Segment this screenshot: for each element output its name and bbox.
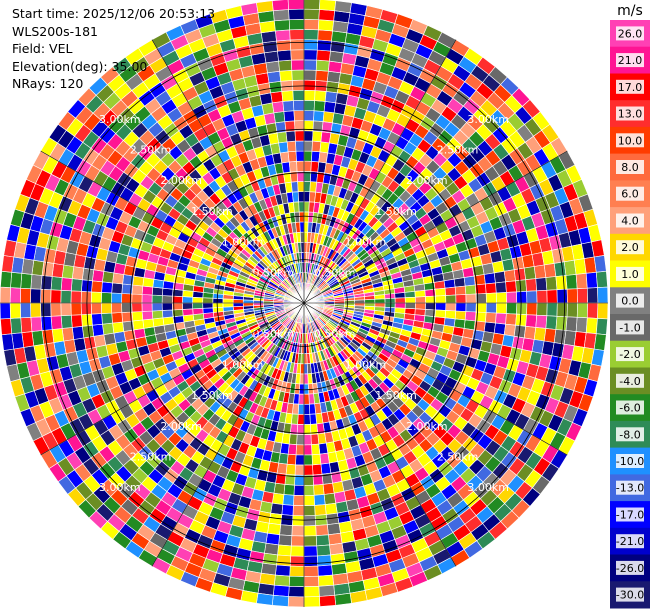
colorbar-tick-label: 0.0 bbox=[621, 295, 639, 308]
colorbar-tick-label: 10.0 bbox=[618, 134, 643, 147]
colorbar-tick-label: 8.0 bbox=[621, 161, 639, 174]
colorbar-tick-label: 26.0 bbox=[618, 27, 643, 40]
colorbar-tick-label: -6.0 bbox=[619, 402, 640, 415]
colorbar-tick-label: 2.0 bbox=[621, 241, 639, 254]
colorbar-tick-label: -30.0 bbox=[616, 589, 644, 602]
colorbar-tick-label: 4.0 bbox=[621, 215, 639, 228]
colorbar-tick-label: 13.0 bbox=[618, 108, 643, 121]
colorbar-tick-label: 17.0 bbox=[618, 81, 643, 94]
colorbar-tick-label: -4.0 bbox=[619, 375, 640, 388]
colorbar-tick-label: -17.0 bbox=[616, 509, 644, 522]
colorbar-tick-label: -13.0 bbox=[616, 482, 644, 495]
colorbar-tick-label: 1.0 bbox=[621, 268, 639, 281]
colorbar-tick-label: -2.0 bbox=[619, 348, 640, 361]
colorbar-tick-label: -21.0 bbox=[616, 535, 644, 548]
colorbar-tick-label: -8.0 bbox=[619, 428, 640, 441]
colorbar-tick-label: 21.0 bbox=[618, 54, 643, 67]
velocity-scan bbox=[0, 0, 609, 608]
colorbar-tick-label: -26.0 bbox=[616, 562, 644, 575]
colorbar-unit: m/s bbox=[617, 3, 643, 19]
colorbar-tick-label: -10.0 bbox=[616, 455, 644, 468]
colorbar-tick-label: -1.0 bbox=[619, 321, 640, 334]
colorbar-tick-label: 6.0 bbox=[621, 188, 639, 201]
